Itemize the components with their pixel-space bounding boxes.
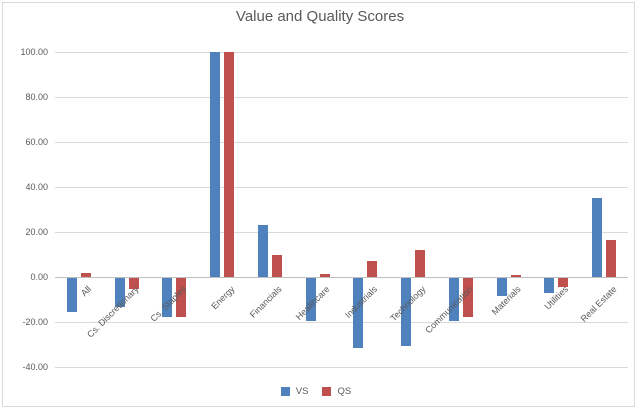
x-axis-category-label: Financials [248,284,284,320]
bar-vs-cs-staples [162,278,173,318]
y-axis-tick-label: 60.00 [25,137,48,147]
bar-vs-healthcare [305,278,316,321]
x-axis-category-label: Cs. Discretionary [85,284,141,340]
bar-qs-real-estate [606,239,617,277]
bar-qs-materials [510,275,521,277]
bar-qs-energy [224,52,235,277]
y-axis-tick-label: 0.00 [30,272,48,282]
bar-qs-healthcare [319,274,330,277]
bar-qs-industrials [367,261,378,277]
x-axis-category-label: All [78,284,93,299]
legend-swatch-vs [280,387,290,396]
x-axis-category-label: Energy [208,284,237,312]
legend-swatch-qs [322,387,332,396]
y-axis-tick-label: 100.00 [20,47,48,57]
bar-qs-communication [462,278,473,318]
y-axis-tick-label: 80.00 [25,92,48,102]
legend: VS QS [0,386,640,397]
bar-vs-utilities [544,278,555,293]
gridline [55,97,628,98]
bar-vs-energy [210,52,221,277]
bar-vs-all [66,278,77,312]
bar-vs-financials [257,225,268,277]
bar-qs-cs-discretionary [128,278,139,290]
bar-vs-technology [401,278,412,346]
y-axis-tick-label: -40.00 [22,362,48,372]
chart-border [2,2,635,407]
bar-qs-all [80,272,91,277]
bar-vs-cs-discretionary [114,278,125,308]
bar-qs-technology [415,250,426,277]
legend-label-qs: QS [337,386,352,397]
gridline [55,52,628,53]
bar-vs-communication [448,278,459,321]
bar-qs-utilities [558,278,569,287]
chart-title: Value and Quality Scores [235,8,405,25]
y-axis-tick-label: 40.00 [25,182,48,192]
bar-qs-cs-staples [176,278,187,318]
y-axis-tick-label: 20.00 [25,227,48,237]
y-axis-tick-label: -20.00 [22,317,48,327]
bar-vs-industrials [353,278,364,348]
legend-label-vs: VS [295,386,309,397]
gridline [55,367,628,368]
bar-vs-materials [496,278,507,296]
gridline [55,142,628,143]
gridline [55,232,628,233]
gridline [55,322,628,323]
x-axis-zero-line [55,277,628,278]
gridline [55,187,628,188]
x-axis-category-label: Real Estate [578,284,619,324]
bar-qs-financials [271,254,282,277]
bar-vs-real-estate [592,198,603,277]
